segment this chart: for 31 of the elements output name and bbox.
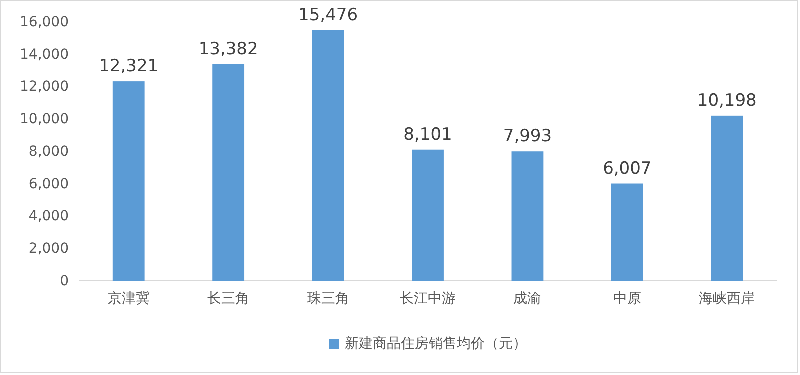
data-label: 12,321 [99, 56, 159, 77]
x-tick-label: 长三角 [208, 290, 250, 307]
y-tick-label: 12,000 [20, 79, 69, 96]
data-label: 15,476 [298, 5, 358, 26]
y-tick-label: 2,000 [28, 241, 69, 258]
bar [611, 184, 644, 281]
y-tick-label: 14,000 [20, 46, 69, 63]
x-tick-label: 成渝 [514, 290, 542, 307]
bar [212, 64, 245, 281]
bar [711, 116, 744, 281]
y-tick-label: 6,000 [28, 176, 69, 192]
bar [412, 150, 444, 281]
data-label: 7,993 [503, 126, 552, 147]
x-tick-label: 京津冀 [108, 290, 150, 307]
legend-label: 新建商品住房销售均价（元） [345, 336, 527, 352]
y-tick-label: 4,000 [28, 208, 69, 225]
x-tick-label: 海峡西岸 [699, 290, 756, 307]
y-tick-label: 10,000 [20, 112, 69, 128]
data-label: 8,101 [404, 124, 452, 145]
x-tick-label: 珠三角 [307, 290, 350, 307]
y-tick-label: 16,000 [20, 14, 69, 30]
data-label: 13,382 [198, 39, 258, 60]
y-tick-label: 0 [60, 273, 69, 290]
data-label: 6,007 [603, 158, 652, 179]
bar [312, 30, 344, 281]
x-tick-label: 长江中游 [400, 290, 456, 307]
y-tick-label: 8,000 [28, 144, 69, 160]
data-label: 10,198 [697, 90, 757, 111]
x-tick-label: 中原 [613, 290, 642, 307]
bar [512, 152, 544, 281]
bar [112, 82, 145, 281]
